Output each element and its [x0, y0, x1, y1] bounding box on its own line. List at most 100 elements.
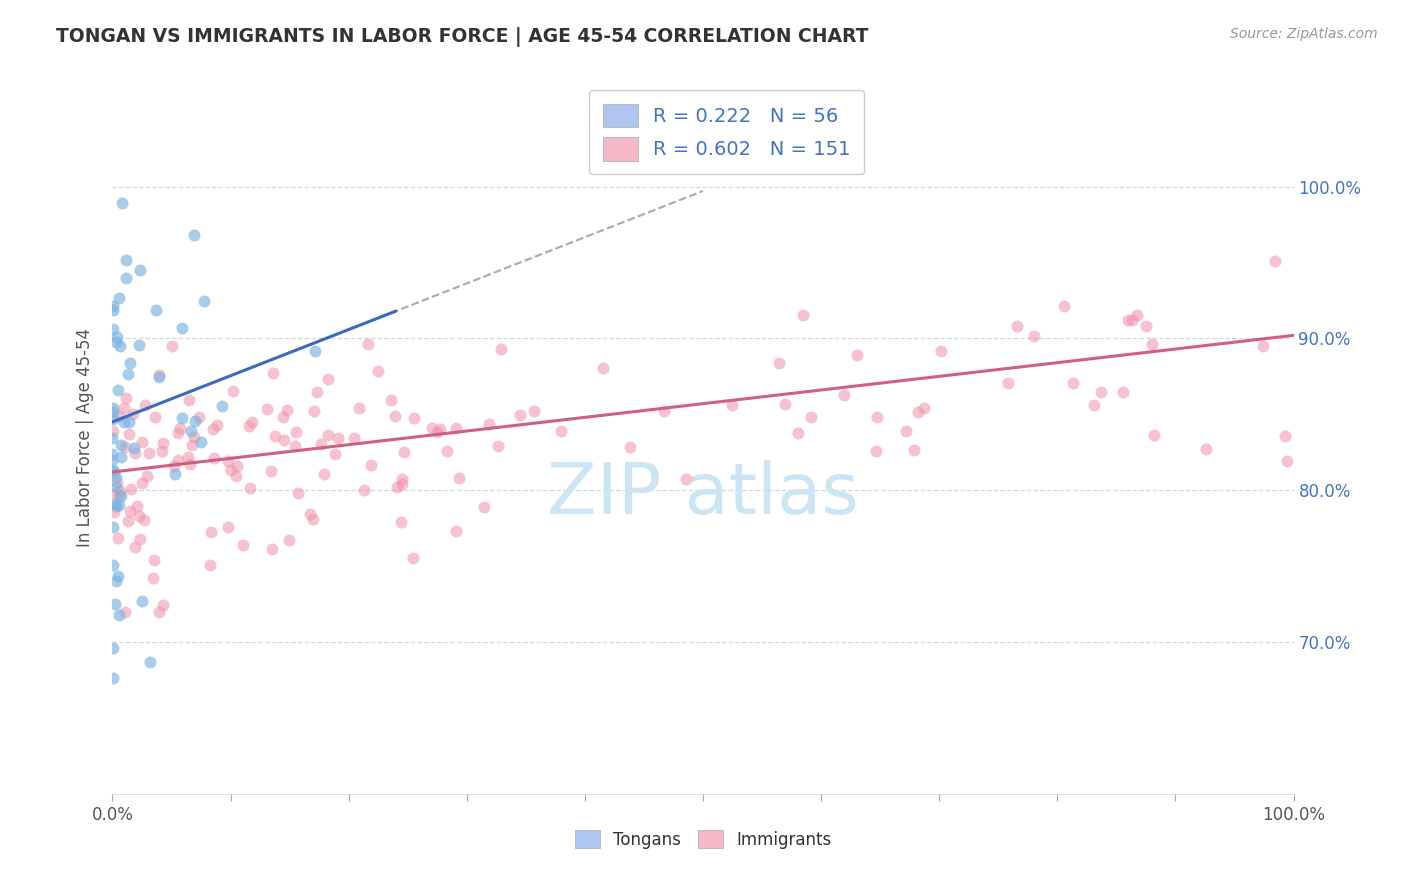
- Point: [103, 302, 125, 317]
- Point: [205, 418, 228, 433]
- Point: [1111, 385, 1133, 400]
- Point: [114, 271, 136, 285]
- Point: [422, 421, 444, 435]
- Point: [429, 422, 451, 436]
- Point: [298, 507, 321, 521]
- Point: [112, 401, 135, 415]
- Point: [165, 467, 187, 481]
- Point: [238, 419, 260, 434]
- Point: [118, 504, 141, 518]
- Point: [444, 524, 467, 538]
- Point: [305, 385, 328, 400]
- Point: [101, 424, 124, 438]
- Point: [101, 405, 124, 419]
- Point: [124, 446, 146, 460]
- Point: [304, 343, 326, 358]
- Point: [478, 417, 501, 432]
- Point: [309, 437, 332, 451]
- Point: [343, 431, 366, 445]
- Point: [180, 437, 202, 451]
- Point: [284, 425, 307, 439]
- Point: [108, 339, 131, 353]
- Point: [240, 415, 263, 429]
- Point: [105, 475, 128, 490]
- Point: [202, 422, 225, 436]
- Point: [262, 542, 284, 557]
- Point: [172, 320, 194, 334]
- Point: [787, 425, 810, 440]
- Point: [792, 308, 814, 322]
- Point: [148, 368, 170, 382]
- Point: [1053, 299, 1076, 313]
- Point: [316, 372, 339, 386]
- Point: [105, 500, 128, 514]
- Point: [114, 440, 136, 454]
- Point: [152, 598, 174, 612]
- Point: [768, 356, 790, 370]
- Point: [138, 446, 160, 460]
- Point: [170, 411, 193, 425]
- Point: [163, 459, 186, 474]
- Point: [118, 427, 141, 442]
- Point: [387, 480, 409, 494]
- Point: [912, 401, 935, 416]
- Point: [108, 488, 131, 502]
- Point: [101, 671, 124, 685]
- Point: [217, 454, 239, 468]
- Point: [865, 443, 887, 458]
- Point: [111, 196, 134, 211]
- Point: [1195, 442, 1218, 456]
- Point: [124, 541, 146, 555]
- Point: [316, 428, 339, 442]
- Point: [256, 401, 278, 416]
- Point: [903, 443, 925, 458]
- Point: [489, 343, 512, 357]
- Point: [380, 393, 402, 408]
- Point: [108, 291, 131, 305]
- Point: [273, 433, 295, 447]
- Point: [800, 410, 823, 425]
- Point: [436, 443, 458, 458]
- Point: [675, 472, 697, 486]
- Point: [845, 348, 868, 362]
- Point: [721, 398, 744, 412]
- Point: [118, 415, 141, 429]
- Point: [1135, 318, 1157, 333]
- Point: [117, 514, 139, 528]
- Point: [193, 293, 215, 308]
- Point: [190, 434, 212, 449]
- Point: [211, 399, 233, 413]
- Point: [304, 403, 326, 417]
- Point: [167, 452, 190, 467]
- Point: [103, 322, 125, 336]
- Point: [122, 441, 145, 455]
- Point: [143, 410, 166, 425]
- Point: [217, 520, 239, 534]
- Point: [301, 512, 323, 526]
- Point: [136, 468, 159, 483]
- Text: Source: ZipAtlas.com: Source: ZipAtlas.com: [1230, 27, 1378, 41]
- Point: [402, 410, 425, 425]
- Point: [225, 469, 247, 483]
- Point: [486, 439, 509, 453]
- Point: [114, 391, 136, 405]
- Point: [160, 339, 183, 353]
- Point: [127, 499, 149, 513]
- Point: [357, 336, 380, 351]
- Point: [198, 558, 221, 573]
- Point: [262, 366, 284, 380]
- Point: [132, 513, 155, 527]
- Point: [183, 228, 205, 243]
- Point: [108, 484, 131, 499]
- Point: [1121, 313, 1143, 327]
- Point: [131, 475, 153, 490]
- Point: [907, 405, 929, 419]
- Point: [115, 252, 138, 267]
- Point: [148, 605, 170, 619]
- Point: [1143, 427, 1166, 442]
- Point: [323, 447, 346, 461]
- Point: [202, 450, 225, 465]
- Point: [105, 334, 128, 349]
- Point: [104, 597, 127, 611]
- Point: [389, 515, 412, 529]
